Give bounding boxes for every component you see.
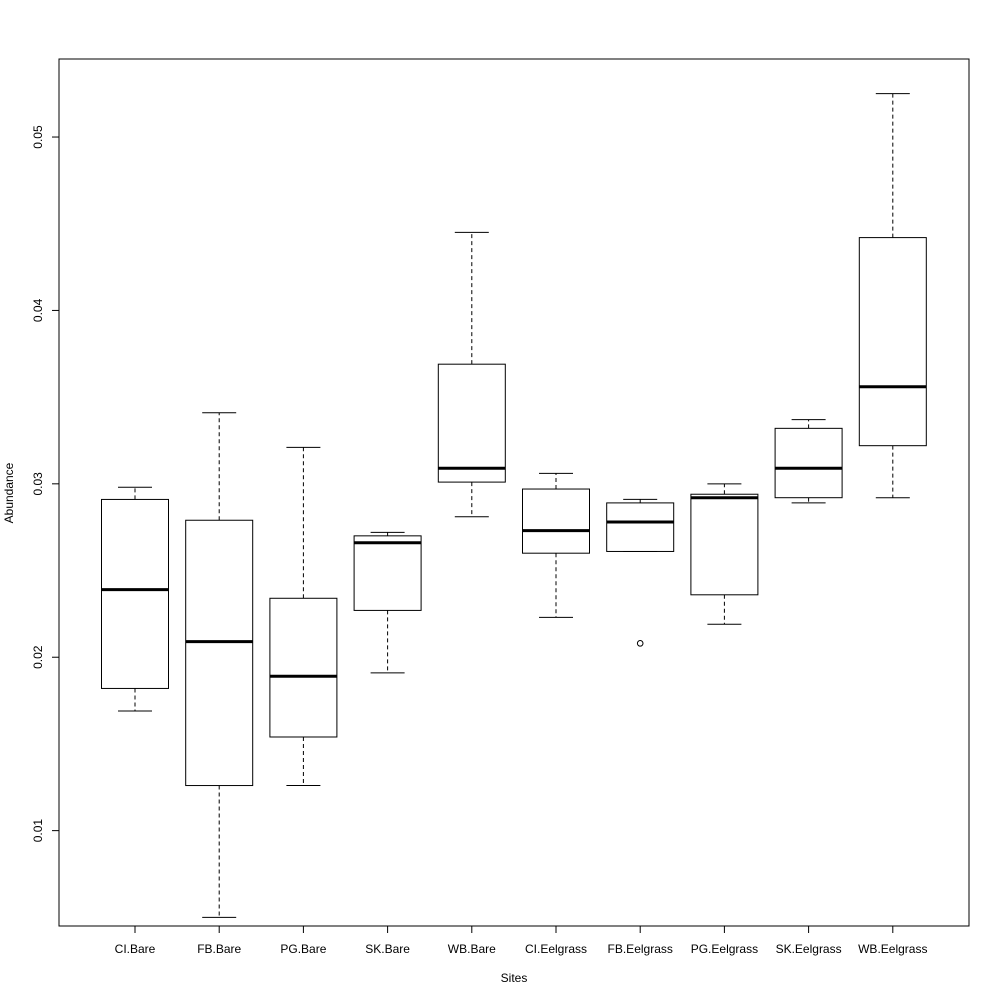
x-axis: CI.Bare FB.Bare PG.Bare SK.Bare WB.Bare CI.Ee…	[115, 926, 927, 956]
x-tick-label: CI.Bare	[115, 942, 156, 956]
x-tick-label: PG.Bare	[280, 942, 326, 956]
box-group-8	[690, 483, 759, 625]
x-tick-label: CI.Eelgrass	[525, 942, 587, 956]
box-group-2	[185, 412, 254, 918]
x-tick-label: WB.Bare	[448, 942, 496, 956]
y-tick-label: 0.01	[31, 819, 45, 843]
y-tick-label: 0.02	[31, 645, 45, 669]
x-tick-label: PG.Eelgrass	[691, 942, 758, 956]
box-iqr	[437, 363, 506, 483]
outlier-point	[636, 640, 644, 647]
box-group-9	[774, 419, 843, 504]
box-iqr	[690, 493, 759, 596]
box-group-5	[437, 231, 506, 518]
box-iqr	[353, 535, 422, 611]
boxes-layer	[101, 93, 927, 918]
box-iqr	[858, 237, 927, 447]
box-group-4	[353, 531, 422, 674]
box-iqr	[269, 597, 338, 738]
box-group-1	[101, 486, 169, 712]
box-iqr	[606, 502, 675, 552]
box-iqr	[101, 498, 169, 689]
y-tick-label: 0.04	[31, 298, 45, 322]
x-tick-label: FB.Bare	[197, 942, 241, 956]
box-group-10	[858, 93, 927, 499]
box-group-3	[269, 446, 338, 787]
y-axis-title: Abundance	[2, 462, 16, 523]
x-tick-label: FB.Eelgrass	[608, 942, 673, 956]
box-iqr	[774, 427, 843, 499]
y-axis: 0.01 0.02 0.03 0.04 0.05	[31, 125, 59, 842]
box-iqr	[522, 488, 590, 554]
y-tick-label: 0.03	[31, 472, 45, 496]
x-axis-title: Sites	[501, 971, 528, 985]
x-tick-label: SK.Bare	[365, 942, 410, 956]
plot-frame	[58, 58, 970, 927]
box-group-6	[522, 472, 590, 618]
x-tick-label: SK.Eelgrass	[776, 942, 842, 956]
y-tick-label: 0.05	[31, 125, 45, 149]
box-iqr	[185, 519, 254, 787]
x-tick-label: WB.Eelgrass	[858, 942, 927, 956]
box-group-7	[606, 498, 675, 647]
